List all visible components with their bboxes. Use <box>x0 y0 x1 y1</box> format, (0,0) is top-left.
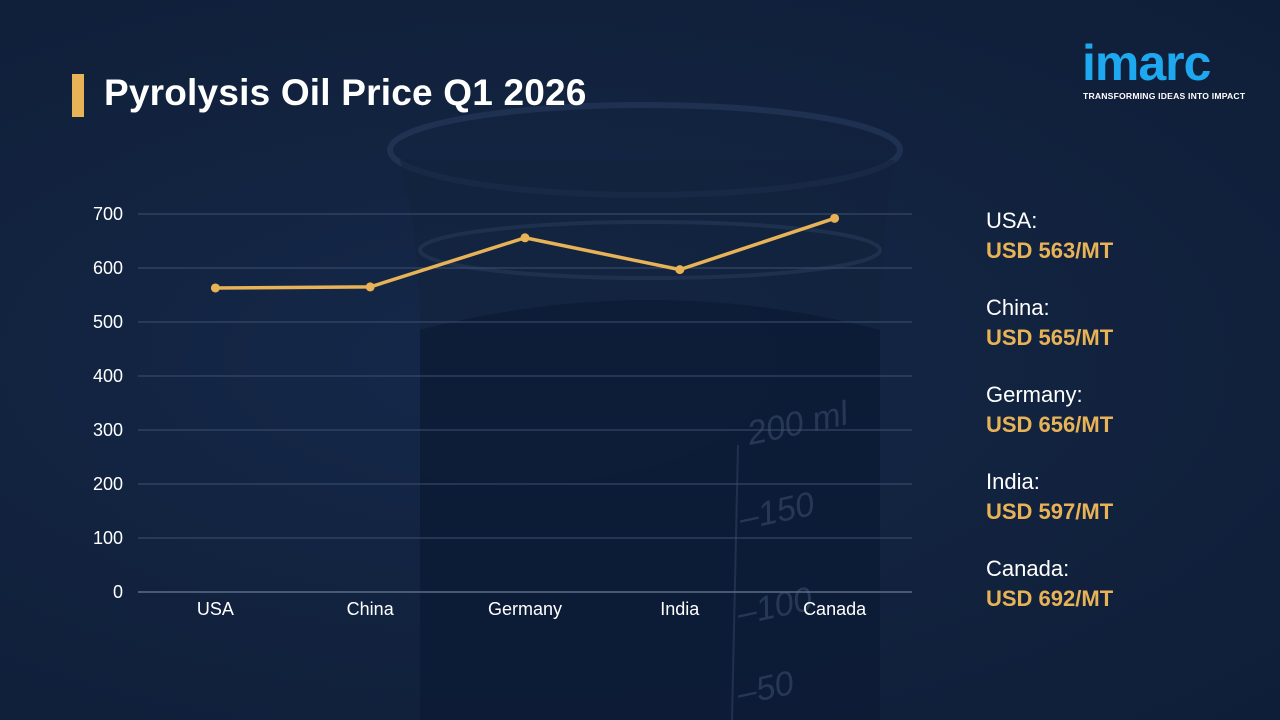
logo-tagline: TRANSFORMING IDEAS INTO IMPACT <box>1083 91 1246 101</box>
x-axis-ticks: USA China Germany India Canada <box>197 599 867 619</box>
legend-price: USD 565/MT <box>986 325 1114 350</box>
legend-country: Germany: <box>986 382 1083 407</box>
legend-price: USD 692/MT <box>986 586 1114 611</box>
y-tick-label: 0 <box>113 582 123 602</box>
legend-item-india: India: USD 597/MT <box>986 468 1113 555</box>
logo-wordmark: imarc <box>1082 35 1211 91</box>
legend-item-germany: Germany: USD 656/MT <box>986 381 1113 468</box>
chart-gridlines <box>138 213 912 593</box>
y-tick-label: 700 <box>93 204 123 224</box>
legend-country: USA: <box>986 208 1038 233</box>
x-tick-label: Canada <box>803 599 867 619</box>
x-tick-label: USA <box>197 599 234 619</box>
price-line <box>215 216 836 290</box>
legend-country: China: <box>986 295 1050 320</box>
data-markers <box>210 213 840 293</box>
y-tick-label: 100 <box>93 528 123 548</box>
data-point-marker <box>520 233 530 243</box>
y-axis-ticks: 0 100 200 300 400 500 600 700 <box>93 204 123 602</box>
page-title: Pyrolysis Oil Price Q1 2026 <box>104 72 587 113</box>
legend-price: USD 563/MT <box>986 238 1114 263</box>
x-tick-label: India <box>660 599 700 619</box>
title-accent-bar <box>72 74 84 117</box>
data-point-marker <box>365 282 375 292</box>
legend-item-canada: Canada: USD 692/MT <box>986 555 1113 642</box>
legend-item-usa: USA: USD 563/MT <box>986 207 1113 294</box>
data-point-marker <box>830 213 840 223</box>
y-tick-label: 300 <box>93 420 123 440</box>
y-tick-label: 600 <box>93 258 123 278</box>
price-legend: USA: USD 563/MT China: USD 565/MT German… <box>986 207 1113 642</box>
data-point-marker <box>210 283 220 293</box>
x-tick-label: China <box>347 599 395 619</box>
imarc-logo: imarc TRANSFORMING IDEAS INTO IMPACT <box>1082 32 1248 104</box>
x-tick-label: Germany <box>488 599 562 619</box>
legend-country: Canada: <box>986 556 1070 581</box>
y-tick-label: 400 <box>93 366 123 386</box>
legend-item-china: China: USD 565/MT <box>986 294 1113 381</box>
legend-country: India: <box>986 469 1040 494</box>
y-tick-label: 500 <box>93 312 123 332</box>
y-tick-label: 200 <box>93 474 123 494</box>
legend-price: USD 656/MT <box>986 412 1114 437</box>
data-point-marker <box>675 265 685 275</box>
legend-price: USD 597/MT <box>986 499 1114 524</box>
